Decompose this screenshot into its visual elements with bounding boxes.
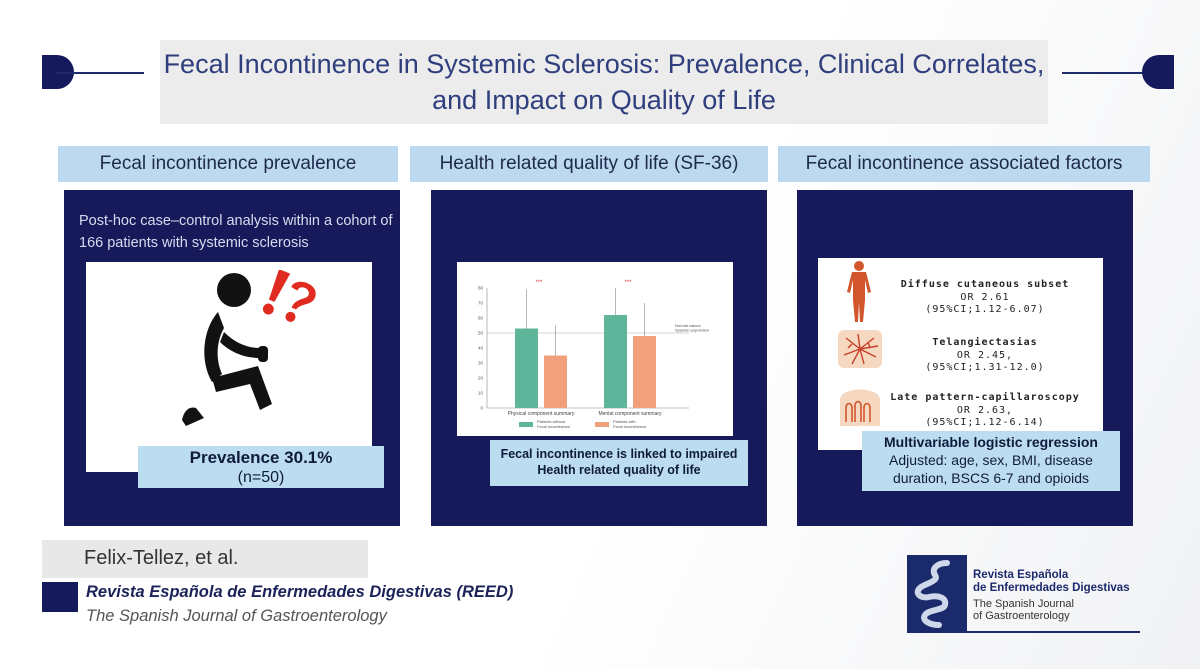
intestine-icon: [914, 560, 950, 628]
journal-name: Revista Española de Enfermedades Digesti…: [86, 583, 514, 601]
regression-box: Multivariable logistic regression Adjust…: [862, 431, 1120, 491]
legend-label: Patients with: [613, 419, 636, 424]
legend-swatch: [595, 422, 609, 427]
journal-marker: [42, 582, 78, 612]
logo-subtitle-line1: The Spanish Journal: [973, 598, 1074, 610]
factor-or: OR 2.45,: [956, 349, 1014, 361]
journal-logo-icon: [907, 555, 967, 631]
y-tick-label: 30: [478, 361, 484, 366]
factors-heading-text: Fecal incontinence associated factors: [805, 153, 1123, 174]
telangiectasia-icon: [838, 330, 882, 368]
reference-label: Spanish population: [675, 328, 709, 333]
logo-title-line2: de Enfermedades Digestivas: [973, 581, 1130, 594]
title-left-line: [56, 72, 144, 74]
page-title: Fecal Incontinence in Systemic Sclerosis…: [160, 40, 1048, 124]
logo-subtitle-line2: of Gastroenterology: [973, 610, 1070, 622]
factor-ci: (95%CI;1.12-6.07): [925, 304, 1045, 315]
bar: [604, 315, 627, 408]
prevalence-result-n: (n=50): [237, 469, 285, 486]
qol-heading: Health related quality of life (SF-36): [410, 146, 768, 182]
regression-desc: Adjusted: age, sex, BMI, disease duratio…: [889, 452, 1093, 486]
y-tick-label: 60: [478, 316, 484, 321]
logo-subtitle: The Spanish Journal of Gastroenterology: [973, 598, 1074, 622]
prevalence-result-title: Prevalence 30.1%: [189, 448, 333, 467]
factor-or: OR 2.63,: [956, 404, 1014, 416]
y-tick-label: 50: [478, 331, 484, 336]
y-tick-label: 10: [478, 391, 484, 396]
legend-label: Patients without: [537, 419, 566, 424]
x-category-label: Physical component summary: [508, 411, 575, 417]
reference-label: Normal values: [675, 323, 701, 328]
qol-conclusion-line2: Health related quality of life: [537, 463, 701, 477]
factor-ci: (95%CI;1.12-6.14): [925, 417, 1045, 428]
prevalence-heading-text: Fecal incontinence prevalence: [99, 153, 357, 174]
factor-item: Late pattern-capillaroscopy OR 2.63, (95…: [867, 392, 1103, 430]
exclamation-question-icon: [262, 270, 316, 322]
y-tick-label: 0: [480, 406, 483, 411]
title-right-line: [1062, 72, 1148, 74]
significance-label: ***: [535, 280, 543, 286]
logo-underline: [907, 631, 1140, 633]
factor-ci: (95%CI;1.31-12.0): [925, 362, 1045, 373]
legend-label: Fecal incontinence: [613, 424, 647, 429]
qol-conclusion-box: Fecal incontinence is linked to impaired…: [490, 440, 748, 486]
legend-swatch: [519, 422, 533, 427]
prevalence-heading: Fecal incontinence prevalence: [58, 146, 398, 182]
y-tick-label: 40: [478, 346, 484, 351]
factor-name: Diffuse cutaneous subset: [900, 279, 1070, 290]
x-category-label: Mental component summary: [598, 411, 662, 417]
prevalence-description: Post-hoc case–control analysis within a …: [79, 213, 393, 251]
journal-english-name: The Spanish Journal of Gastroenterology: [86, 607, 387, 625]
factor-name: Late pattern-capillaroscopy: [890, 392, 1080, 403]
author: Felix-Tellez, et al.: [84, 547, 239, 569]
qol-chart-card: [457, 262, 733, 436]
title-right-dot: [1142, 55, 1174, 89]
regression-title: Multivariable logistic regression: [884, 434, 1098, 450]
qol-heading-text: Health related quality of life (SF-36): [439, 153, 739, 174]
prevalence-result-box: Prevalence 30.1% (n=50): [138, 446, 384, 488]
factor-name: Telangiectasias: [932, 337, 1038, 348]
legend-label: Fecal incontinence: [537, 424, 571, 429]
author-box: [42, 540, 368, 578]
factor-or: OR 2.61: [960, 291, 1010, 303]
factor-item: Diffuse cutaneous subset OR 2.61 (95%CI;…: [867, 279, 1103, 317]
y-tick-label: 20: [478, 376, 484, 381]
logo-title: Revista Española de Enfermedades Digesti…: [973, 569, 1130, 594]
significance-label: ***: [624, 280, 632, 286]
y-tick-label: 70: [478, 301, 484, 306]
page-title-text: Fecal Incontinence in Systemic Sclerosis…: [163, 49, 1045, 115]
qol-conclusion-line1: Fecal incontinence is linked to impaired: [500, 447, 738, 461]
logo-title-line1: Revista Española: [973, 569, 1069, 581]
bar: [633, 336, 656, 408]
bar: [515, 328, 538, 408]
human-body-icon: [847, 261, 871, 322]
factor-item: Telangiectasias OR 2.45, (95%CI;1.31-12.…: [867, 337, 1103, 375]
bar: [544, 355, 567, 408]
person-toilet-icon: [182, 273, 272, 426]
y-tick-label: 80: [478, 286, 484, 291]
capillary-icon: [840, 389, 880, 426]
factors-heading: Fecal incontinence associated factors: [778, 146, 1150, 182]
